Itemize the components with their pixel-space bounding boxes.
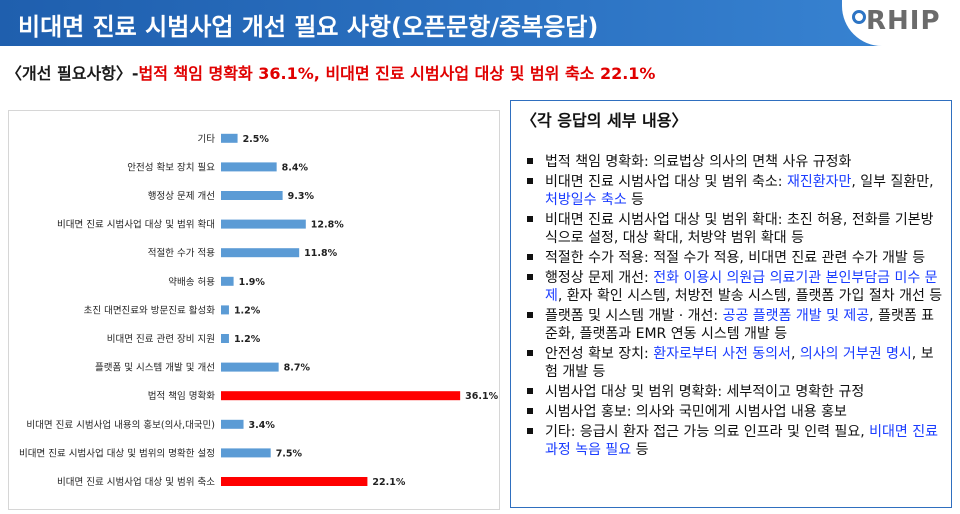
square-bullet-icon xyxy=(527,312,533,318)
square-bullet-icon xyxy=(527,254,533,260)
category-label: 초진 대면진료와 방문진료 활성화 xyxy=(84,304,216,316)
logo: RHIP xyxy=(842,0,960,46)
bar xyxy=(221,334,229,343)
detail-text: 플랫폼 및 시스템 개발 · 개선: xyxy=(545,308,723,324)
bar xyxy=(221,162,277,172)
square-bullet-icon xyxy=(527,350,533,356)
category-label: 비대면 진료 관련 장비 지원 xyxy=(107,334,215,345)
bar xyxy=(221,219,306,229)
bar xyxy=(221,448,271,458)
detail-text: 시범사업 홍보: 의사와 국민에게 시범사업 내용 홍보 xyxy=(545,404,847,420)
bar xyxy=(221,477,368,486)
detail-item: 비대면 진료 시범사업 대상 및 범위 축소: 재진환자만, 일부 질환만, 처… xyxy=(521,173,943,209)
value-label: 1.2% xyxy=(234,305,261,316)
bar xyxy=(221,305,229,315)
category-label: 적절한 수가 적용 xyxy=(148,247,215,259)
value-label: 36.1% xyxy=(465,391,498,402)
category-label: 비대면 진료 시범사업 대상 및 범위 확대 xyxy=(57,219,215,231)
logo-dot-icon xyxy=(852,10,866,24)
detail-item: 시범사업 홍보: 의사와 국민에게 시범사업 내용 홍보 xyxy=(521,403,943,421)
value-label: 8.4% xyxy=(282,162,309,173)
value-label: 1.9% xyxy=(239,277,266,288)
value-label: 7.5% xyxy=(276,448,303,459)
square-bullet-icon xyxy=(527,158,533,164)
value-label: 3.4% xyxy=(249,420,276,431)
square-bullet-icon xyxy=(527,428,533,434)
logo-text: RHIP xyxy=(866,6,941,36)
category-label: 법적 책임 명확화 xyxy=(148,390,215,402)
detail-item: 법적 책임 명확화: 의료법상 의사의 면책 사유 규정화 xyxy=(521,153,943,171)
subtitle-highlight: 법적 책임 명확화 36.1%, 비대면 진료 시범사업 대상 및 범위 축소 … xyxy=(138,64,656,83)
category-label: 비대면 진료 시범사업 대상 및 범위의 명확한 설정 xyxy=(19,447,215,459)
detail-highlight-text: 비대면 진료 과정 녹음 필요 xyxy=(545,424,939,458)
detail-highlight-text: 재진환자만 xyxy=(786,174,852,190)
detail-item: 적절한 수가 적용: 적절 수가 적용, 비대면 진료 관련 수가 개발 등 xyxy=(521,249,943,267)
value-label: 11.8% xyxy=(304,248,337,259)
detail-text: 행정상 문제 개선: xyxy=(545,270,654,286)
bar-chart: 기타 2.5% 안전성 확보 장치 필요 8.4% 행정상 문제 개선 9.3% 비대면 진… xyxy=(19,133,499,488)
category-label: 플랫폼 및 시스템 개발 및 개선 xyxy=(95,362,215,374)
detail-text: 법적 책임 명확화: 의료법상 의사의 면책 사유 규정화 xyxy=(545,154,852,170)
detail-text: , xyxy=(790,346,800,362)
chart-panel: 기타 2.5% 안전성 확보 장치 필요 8.4% 행정상 문제 개선 9.3% 비대면 진… xyxy=(8,110,500,510)
category-label: 행정상 문제 개선 xyxy=(148,190,215,202)
detail-text: , 환자 확인 시스템, 처방전 발송 시스템, 플랫폼 가입 절차 개선 등 xyxy=(557,288,943,304)
detail-item: 안전성 확보 장치: 환자로부터 사전 동의서, 의사의 거부권 명시, 보험 … xyxy=(521,345,943,381)
category-label: 비대면 진료 시범사업 대상 및 범위 축소 xyxy=(57,476,215,488)
bar xyxy=(221,362,279,372)
detail-highlight-text: 공공 플랫폼 개발 및 제공 xyxy=(722,308,870,324)
detail-text: , 보험 개발 등 xyxy=(545,346,934,380)
detail-text: , 플랫폼 표준화, 플랫폼과 EMR 연동 시스템 개발 등 xyxy=(545,308,935,342)
bar xyxy=(221,133,238,143)
square-bullet-icon xyxy=(527,178,533,184)
bar xyxy=(221,248,300,258)
value-label: 22.1% xyxy=(372,477,405,488)
value-label: 9.3% xyxy=(288,191,315,202)
detail-text: , 일부 질환만, xyxy=(851,174,934,190)
square-bullet-icon xyxy=(527,216,533,222)
detail-item: 기타: 응급시 환자 접근 가능 의료 인프라 및 인력 필요, 비대면 진료 … xyxy=(521,423,943,459)
detail-panel: 〈각 응답의 세부 내용〉 법적 책임 명확화: 의료법상 의사의 면책 사유 … xyxy=(510,100,952,508)
detail-highlight-text: 의사의 거부권 명시 xyxy=(799,346,912,362)
detail-item: 시범사업 대상 및 범위 명확화: 세부적이고 명확한 규정 xyxy=(521,383,943,401)
value-label: 8.7% xyxy=(284,363,311,374)
category-label: 비대면 진료 시범사업 내용의 홍보(의사,대국민) xyxy=(26,419,215,431)
detail-item: 플랫폼 및 시스템 개발 · 개선: 공공 플랫폼 개발 및 제공, 플랫폼 표… xyxy=(521,307,943,343)
detail-text: 등 xyxy=(626,192,645,208)
detail-text: 비대면 진료 시범사업 대상 및 범위 확대: 초진 허용, 전화를 기본방식으… xyxy=(545,212,934,246)
detail-text: 적절한 수가 적용: 적절 수가 적용, 비대면 진료 관련 수가 개발 등 xyxy=(545,250,926,266)
detail-title: 〈각 응답의 세부 내용〉 xyxy=(521,111,688,130)
header-bar: 비대면 진료 시범사업 개선 필요 사항(오픈문항/중복응답) RHIP xyxy=(0,0,960,46)
page-title: 비대면 진료 시범사업 개선 필요 사항(오픈문항/중복응답) xyxy=(18,13,599,41)
subtitle-prefix: 〈개선 필요사항〉- xyxy=(6,64,139,83)
bar xyxy=(221,419,244,429)
square-bullet-icon xyxy=(527,274,533,280)
detail-highlight-text: 환자로부터 사전 동의서 xyxy=(653,346,791,362)
subtitle: 〈개선 필요사항〉-법적 책임 명확화 36.1%, 비대면 진료 시범사업 대… xyxy=(6,60,655,84)
bar xyxy=(221,276,234,286)
square-bullet-icon xyxy=(527,388,533,394)
category-label: 기타 xyxy=(198,134,216,145)
category-label: 안전성 확보 장치 필요 xyxy=(127,161,215,173)
detail-text: 안전성 확보 장치: xyxy=(545,346,654,362)
bar xyxy=(221,391,461,401)
value-label: 2.5% xyxy=(243,134,270,145)
square-bullet-icon xyxy=(527,408,533,414)
detail-highlight-text: 전화 이용시 의원급 의료기관 본인부담금 미수 문제 xyxy=(545,270,938,304)
value-label: 1.2% xyxy=(234,334,261,345)
category-label: 약배송 허용 xyxy=(168,276,215,288)
value-label: 12.8% xyxy=(311,220,344,231)
detail-text: 비대면 진료 시범사업 대상 및 범위 축소: xyxy=(545,174,787,190)
detail-text: 시범사업 대상 및 범위 명확화: 세부적이고 명확한 규정 xyxy=(545,384,865,400)
bar xyxy=(221,191,283,200)
detail-text: 기타: 응급시 환자 접근 가능 의료 인프라 및 인력 필요, xyxy=(545,424,870,440)
detail-highlight-text: 처방일수 축소 xyxy=(545,192,627,208)
detail-text: 등 xyxy=(631,442,649,458)
detail-item: 비대면 진료 시범사업 대상 및 범위 확대: 초진 허용, 전화를 기본방식으… xyxy=(521,211,943,247)
detail-item: 행정상 문제 개선: 전화 이용시 의원급 의료기관 본인부담금 미수 문제, … xyxy=(521,269,943,305)
